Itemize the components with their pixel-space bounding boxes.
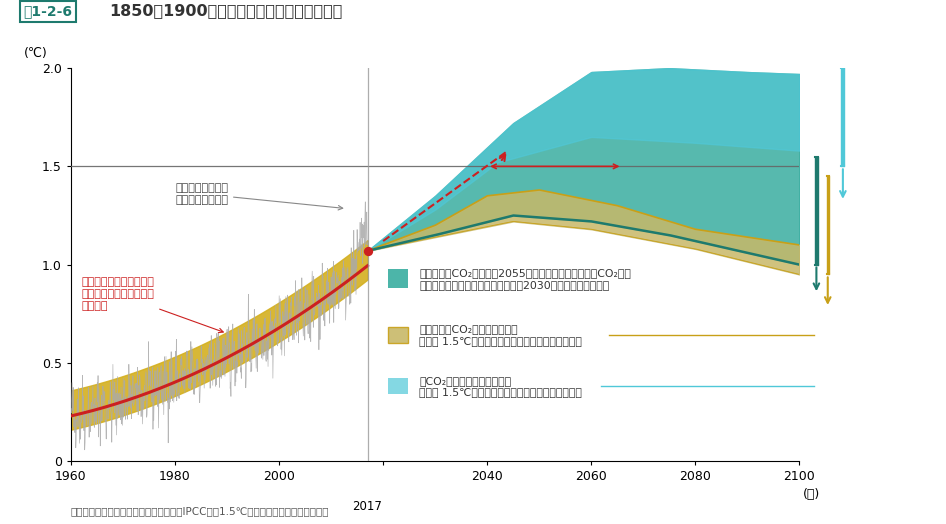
Text: 2017: 2017: [353, 500, 382, 514]
Text: より急速なCO₂削減によって、
昇温を 1.5℃に抑えられる確率がより高くなる場合: より急速なCO₂削減によって、 昇温を 1.5℃に抑えられる確率がより高くなる場…: [419, 324, 582, 346]
Text: 図1-2-6: 図1-2-6: [24, 4, 73, 18]
Text: (年): (年): [803, 488, 820, 501]
Text: 観測された月毎の
世界平均地上気温: 観測された月毎の 世界平均地上気温: [175, 183, 342, 210]
Text: 1850～1900年を基準とした気温上昇の変化: 1850～1900年を基準とした気温上昇の変化: [109, 3, 342, 18]
Text: 非CO₂排出が減少しない場合
昇温を 1.5℃に抑えられる確率がより低くなる場合: 非CO₂排出が減少しない場合 昇温を 1.5℃に抑えられる確率がより低くなる場合: [419, 376, 582, 397]
Text: (℃): (℃): [24, 47, 48, 60]
Point: [360, 247, 376, 255]
FancyBboxPatch shape: [388, 269, 409, 288]
FancyBboxPatch shape: [388, 378, 409, 394]
Text: 資料：気候変動に関する政府間パネル（IPCC）「1.5℃特別報告書」より環境省作成: 資料：気候変動に関する政府間パネル（IPCC）「1.5℃特別報告書」より環境省作…: [71, 506, 329, 516]
Text: 世界全体のCO₂排出量は2055年に正味ゼロに達し、非CO₂（メ
タンやブラックカーボン等）排出は2030年以降減少する場合: 世界全体のCO₂排出量は2055年に正味ゼロに達し、非CO₂（メ タンやブラック…: [419, 268, 631, 290]
FancyBboxPatch shape: [388, 327, 409, 343]
Text: 今日までに推定される人
為起源の昇温と可能性の
高い範囲: 今日までに推定される人 為起源の昇温と可能性の 高い範囲: [81, 278, 223, 333]
